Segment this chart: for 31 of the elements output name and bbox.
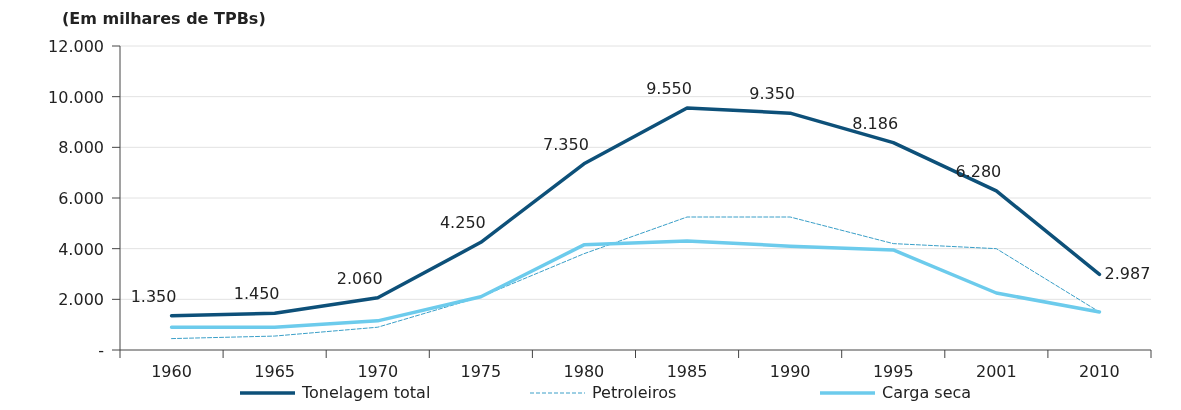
legend-label: Petroleiros xyxy=(592,383,677,402)
x-tick-label: 1970 xyxy=(357,362,399,381)
y-tick-label: 2.000 xyxy=(58,290,104,310)
x-tick-label: 1975 xyxy=(460,362,502,381)
y-tick-label: 6.000 xyxy=(58,189,104,208)
data-label: 6.280 xyxy=(955,161,1002,181)
x-tick-label: 2010 xyxy=(1079,362,1120,381)
data-label: 4.250 xyxy=(439,213,486,233)
y-tick-label: 12.000 xyxy=(48,37,104,56)
x-tick-label: 1965 xyxy=(254,362,296,381)
data-label: 2.987 xyxy=(1104,264,1151,284)
x-tick-label: 1995 xyxy=(872,362,914,381)
x-tick-label: 2001 xyxy=(975,362,1017,381)
y-tick-label: 4.000 xyxy=(58,239,104,259)
data-label: 1.450 xyxy=(233,284,280,304)
legend-label: Tonelagem total xyxy=(301,383,431,402)
y-tick-label: - xyxy=(98,341,104,360)
x-tick-label: 1990 xyxy=(769,362,811,381)
data-label: 8.186 xyxy=(852,113,899,133)
data-label: 1.350 xyxy=(130,286,177,306)
data-label: 9.550 xyxy=(646,79,692,99)
x-tick-label: 1980 xyxy=(563,362,605,381)
data-label: 2.060 xyxy=(336,268,383,288)
data-label: 7.350 xyxy=(543,134,589,154)
x-tick-label: 1985 xyxy=(666,362,708,381)
y-tick-label: 10.000 xyxy=(48,87,104,107)
x-tick-label: 1960 xyxy=(151,362,192,381)
legend-label: Carga seca xyxy=(882,383,972,402)
data-label: 9.350 xyxy=(749,84,796,104)
y-axis-title: (Em milhares de TPBs) xyxy=(62,9,266,28)
y-tick-label: 8.000 xyxy=(58,138,104,158)
